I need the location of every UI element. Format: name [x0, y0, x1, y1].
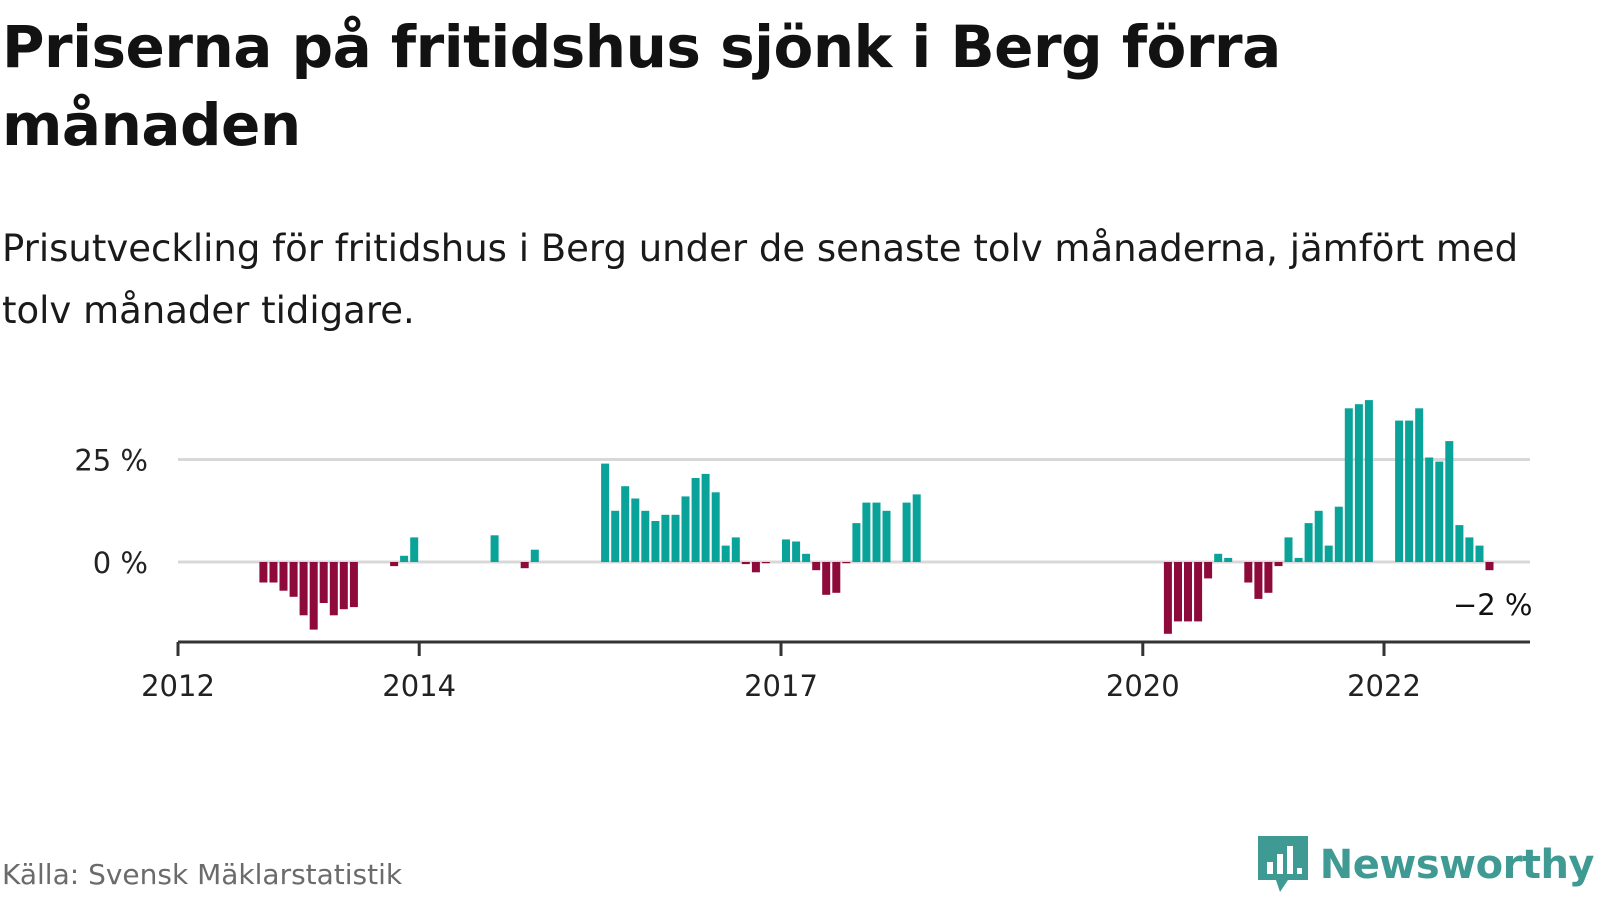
bar — [1214, 553, 1223, 562]
bar — [701, 473, 710, 562]
bar — [520, 562, 529, 569]
bar — [852, 523, 861, 562]
bar — [1244, 562, 1253, 583]
bar — [621, 486, 630, 562]
bar — [490, 535, 499, 562]
bar — [1465, 537, 1474, 562]
annotations: −2 % — [1453, 588, 1533, 622]
bar — [1475, 545, 1484, 562]
bar — [832, 562, 841, 593]
bar — [822, 562, 831, 595]
bar — [872, 502, 881, 562]
bar — [691, 478, 700, 562]
bar — [601, 463, 610, 562]
bar — [299, 562, 308, 616]
y-tick-label: 25 % — [74, 444, 148, 478]
bar — [279, 562, 288, 591]
bar — [902, 502, 911, 562]
bar — [661, 514, 670, 562]
bar — [631, 498, 640, 562]
bar-chart: 0 % 25 % 2012 2014 2017 2020 2022 −2 % — [74, 400, 1533, 703]
bar — [751, 562, 760, 573]
bar — [1174, 562, 1182, 622]
source-note: Källa: Svensk Mäklarstatistik — [2, 858, 403, 891]
bar — [1455, 525, 1464, 562]
brand-name: Newsworthy — [1319, 842, 1595, 888]
bar — [812, 562, 821, 571]
bar — [1314, 510, 1323, 563]
bar — [611, 510, 620, 563]
bar — [1204, 562, 1213, 579]
bar — [741, 562, 750, 565]
brand-logo: Newsworthy — [1257, 836, 1595, 894]
bar — [782, 539, 790, 562]
y-tick-labels: 0 % 25 % — [74, 444, 148, 581]
chart-title: Priserna på fritidshus sjönk i Berg förr… — [2, 13, 1281, 159]
bar — [802, 553, 811, 562]
value-annotation: −2 % — [1453, 588, 1533, 622]
bar — [1334, 506, 1343, 562]
bar — [1354, 404, 1363, 562]
bar — [1284, 537, 1293, 562]
x-axis — [176, 640, 1530, 656]
bar — [339, 562, 348, 610]
chart-subtitle: Prisutveckling för fritidshus i Berg und… — [2, 227, 1519, 332]
bar — [329, 562, 338, 616]
bar — [1425, 457, 1434, 562]
bar — [1294, 557, 1303, 562]
bar — [1485, 562, 1494, 571]
newsworthy-logo-icon — [1257, 836, 1308, 892]
bar — [319, 562, 328, 603]
bar — [721, 545, 730, 562]
bar — [309, 562, 318, 630]
bar — [792, 541, 801, 562]
bar — [671, 514, 680, 562]
bar — [912, 494, 921, 562]
bar — [1274, 562, 1283, 567]
x-tick-label: 2014 — [382, 669, 456, 703]
bar — [1184, 562, 1192, 622]
bar — [390, 562, 399, 567]
bar — [1395, 420, 1404, 562]
bar — [761, 562, 770, 564]
bar — [400, 555, 409, 562]
bar — [1344, 408, 1353, 563]
bar — [349, 562, 358, 608]
bar — [410, 537, 419, 562]
bar — [530, 549, 539, 562]
bar — [1304, 523, 1313, 562]
bar — [1194, 562, 1203, 622]
bar — [289, 562, 298, 597]
bar — [711, 492, 720, 562]
bar — [1435, 461, 1444, 562]
bar — [1405, 420, 1414, 562]
bar — [1264, 562, 1273, 593]
bar — [1163, 562, 1172, 634]
x-tick-labels: 2012 2014 2017 2020 2022 — [141, 669, 1421, 703]
bar — [1224, 557, 1233, 562]
bars — [259, 400, 1494, 634]
bar — [842, 562, 851, 564]
bar — [1364, 400, 1373, 562]
bar — [1324, 545, 1333, 562]
x-tick-label: 2022 — [1347, 669, 1421, 703]
bar — [882, 510, 891, 563]
bar — [641, 510, 650, 563]
bar — [1445, 441, 1454, 562]
bar — [269, 562, 278, 583]
x-tick-label: 2020 — [1106, 669, 1180, 703]
x-tick-label: 2017 — [744, 669, 818, 703]
x-tick-label: 2012 — [141, 669, 215, 703]
bar — [1254, 562, 1263, 599]
bar — [259, 562, 268, 583]
bar — [681, 496, 690, 562]
bar — [862, 502, 871, 562]
bar — [651, 521, 660, 562]
y-tick-label: 0 % — [93, 546, 148, 580]
bar — [731, 537, 740, 562]
bar — [1415, 408, 1424, 563]
